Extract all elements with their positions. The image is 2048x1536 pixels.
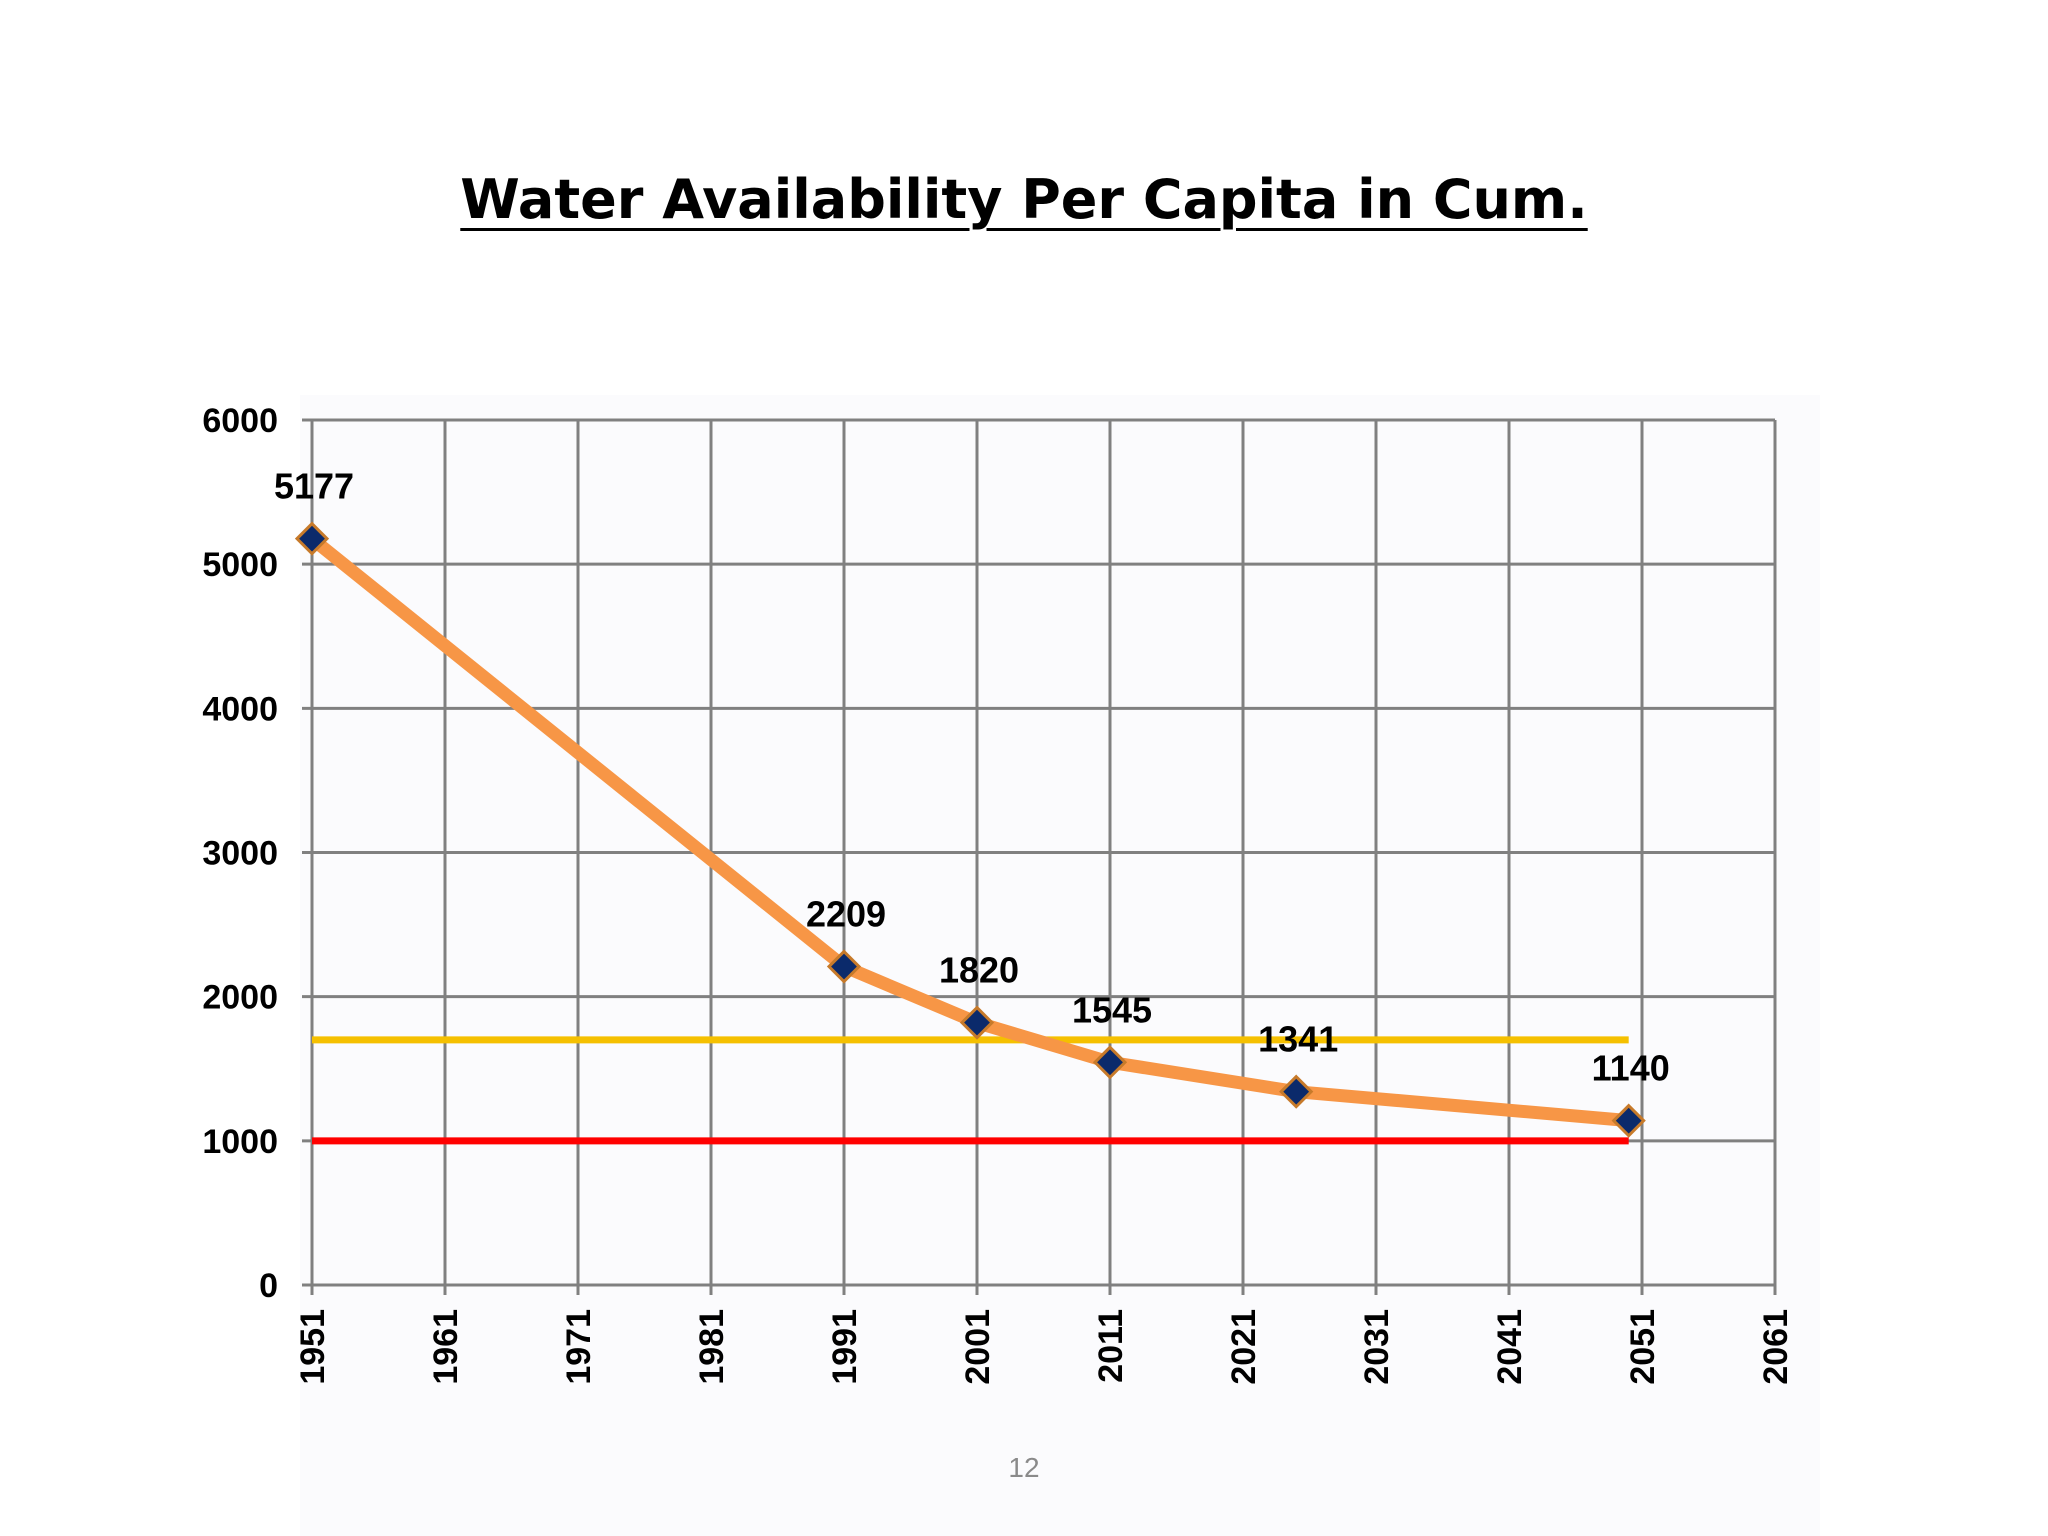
x-tick-label: 1961 — [427, 1309, 465, 1385]
y-tick-label: 1000 — [202, 1123, 278, 1161]
page-number: 12 — [1008, 1452, 1040, 1483]
x-tick-label: 2061 — [1757, 1309, 1795, 1385]
y-tick-label: 0 — [259, 1267, 278, 1305]
x-axis-ticks: 1951 1961 1971 1981 1991 2001 2011 2021 2031 2041… — [294, 1309, 1795, 1385]
data-label: 1140 — [1592, 1048, 1670, 1089]
x-tick-label: 1991 — [826, 1309, 864, 1385]
data-point-marker — [1611, 1103, 1646, 1138]
x-tick-label: 2041 — [1491, 1309, 1529, 1385]
chart-title: Water Availability Per Capita in Cum. — [460, 168, 1588, 231]
data-point-marker — [1279, 1074, 1314, 1109]
data-label: 5177 — [274, 466, 354, 507]
x-tick-label: 2021 — [1225, 1309, 1263, 1385]
y-tick-label: 3000 — [202, 835, 278, 873]
grid — [302, 418, 1777, 1295]
y-tick-label: 4000 — [202, 690, 278, 728]
series — [294, 521, 1646, 1138]
data-label: 1545 — [1072, 989, 1152, 1030]
data-point-marker — [959, 1005, 995, 1040]
y-axis-ticks: 0 1000 2000 3000 4000 5000 6000 — [202, 402, 278, 1305]
data-point-marker — [1092, 1045, 1128, 1080]
data-label: 1820 — [939, 950, 1019, 991]
x-tick-label: 2031 — [1358, 1309, 1396, 1385]
series-line — [305, 532, 1636, 1128]
x-tick-label: 1951 — [294, 1309, 332, 1385]
chart-area — [300, 395, 1820, 1536]
y-tick-label: 5000 — [202, 546, 278, 584]
y-tick-label: 6000 — [202, 402, 278, 440]
data-labels: 5177 2209 1820 1545 1341 1140 — [274, 466, 1670, 1089]
x-tick-label: 1981 — [693, 1309, 731, 1385]
data-point-marker — [826, 949, 862, 984]
x-tick-label: 1971 — [560, 1309, 598, 1385]
y-tick-label: 2000 — [202, 979, 278, 1017]
data-point-marker — [294, 521, 330, 556]
x-tick-label: 2051 — [1624, 1309, 1662, 1385]
data-label: 2209 — [806, 894, 886, 935]
reference-lines — [312, 1036, 1629, 1145]
data-label: 1341 — [1258, 1019, 1338, 1060]
x-tick-label: 2011 — [1092, 1309, 1130, 1383]
x-tick-label: 2001 — [959, 1309, 997, 1385]
